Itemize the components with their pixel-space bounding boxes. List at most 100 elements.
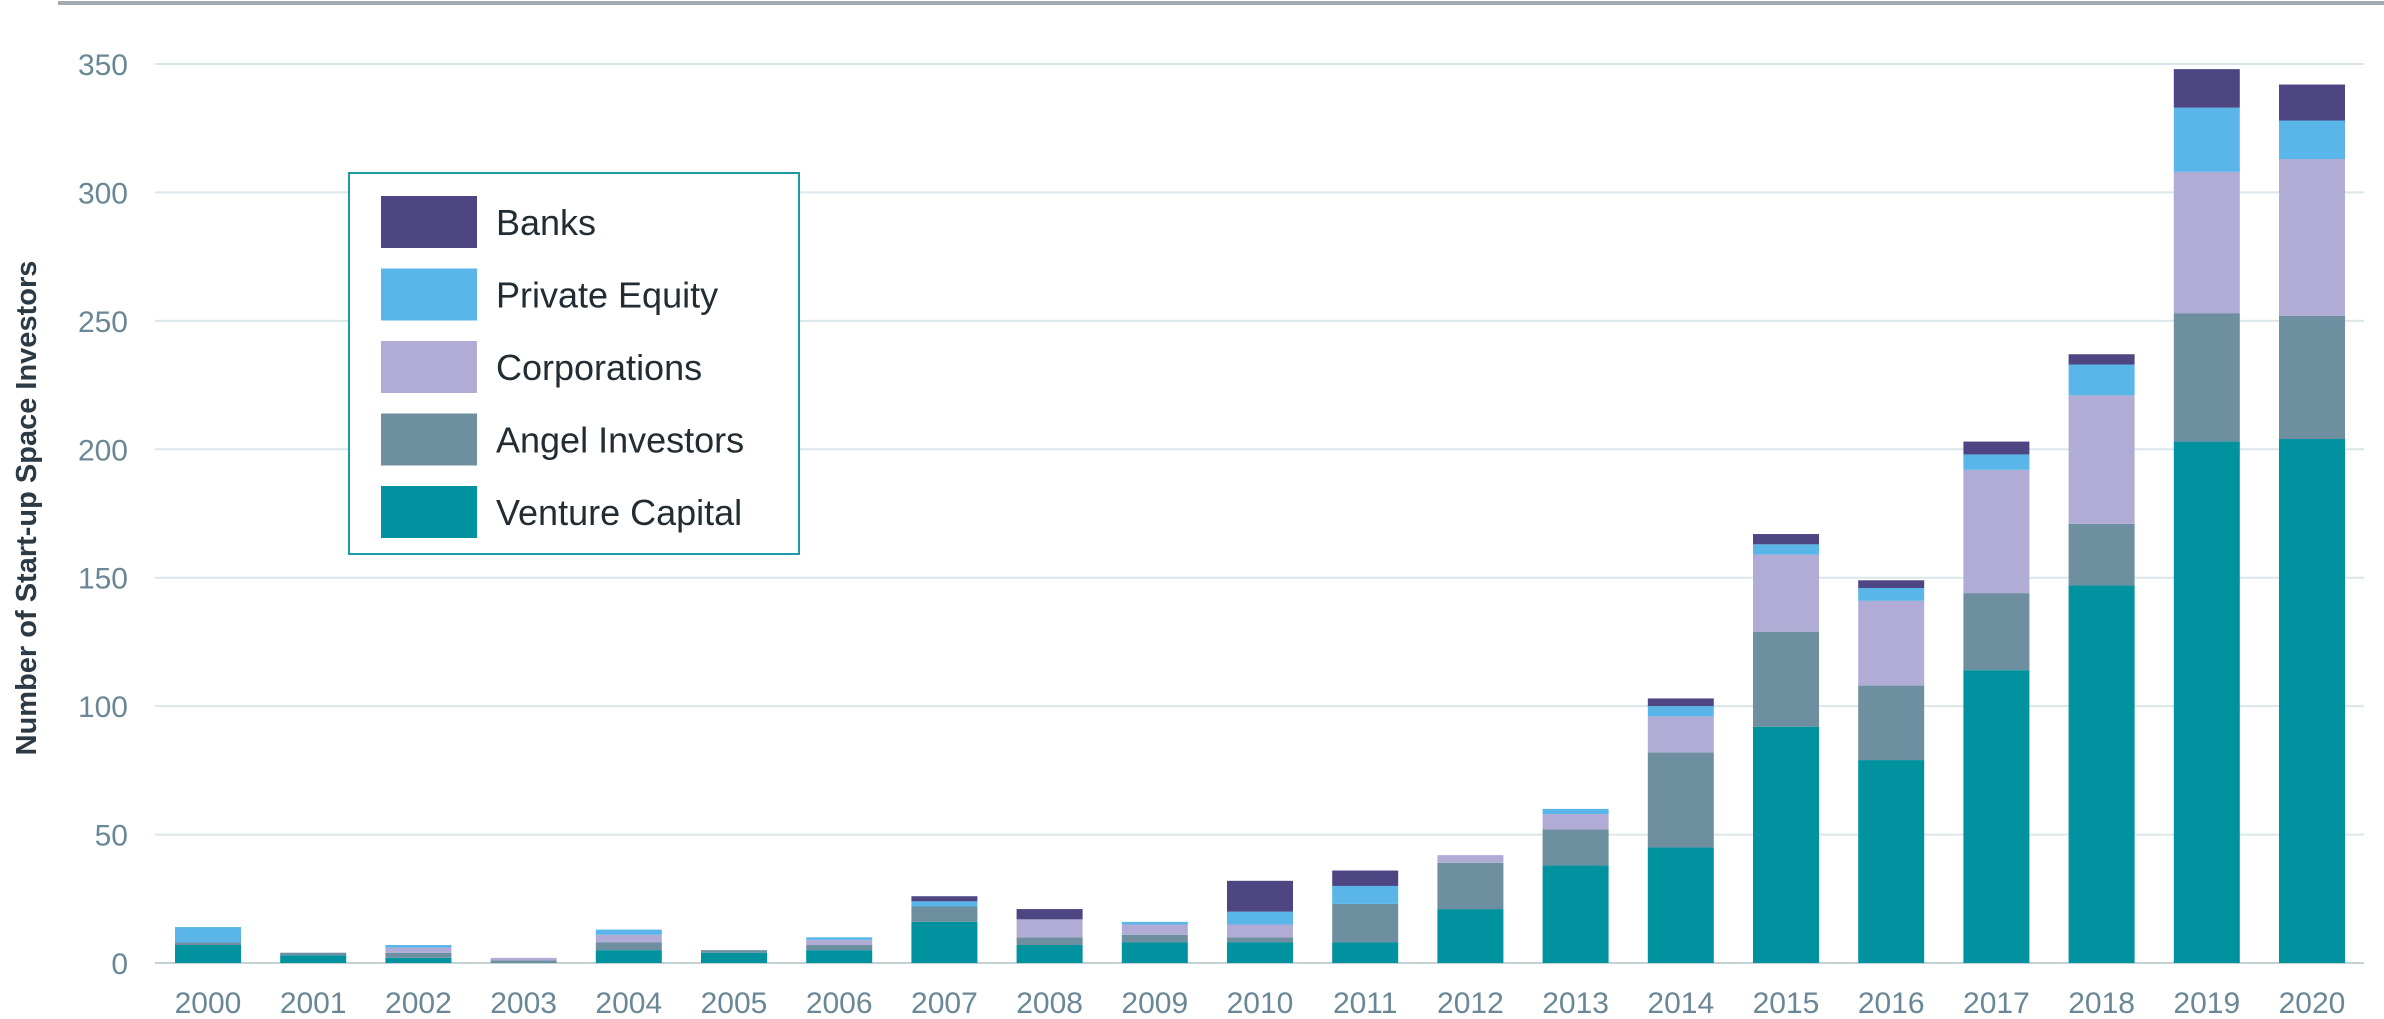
y-tick-label: 350 — [78, 49, 128, 82]
bar-segment — [701, 950, 767, 953]
bar-segment — [1858, 580, 1925, 588]
bar-segment — [911, 906, 978, 922]
bar-segment — [490, 957, 557, 961]
bar-segment — [1963, 469, 2030, 594]
x-tick-label: 2020 — [2279, 987, 2346, 1019]
bar-segment — [1963, 454, 2030, 470]
bar-segment — [2279, 439, 2345, 963]
x-tick-label: 2013 — [1542, 987, 1609, 1019]
y-tick-label: 0 — [111, 948, 128, 981]
bar-segment — [1437, 909, 1504, 963]
bar-segment — [1332, 942, 1399, 963]
bar-segment — [2068, 354, 2135, 365]
bar-segment — [595, 942, 662, 951]
x-tick-label: 2011 — [1333, 987, 1398, 1019]
bar-segment — [1121, 942, 1188, 963]
x-tick-label: 2012 — [1437, 987, 1504, 1019]
bar-segment — [2068, 585, 2135, 963]
bar-segment — [175, 927, 241, 943]
bar-segment — [1121, 924, 1188, 935]
bar-segment — [385, 945, 452, 948]
bar-segment — [1858, 760, 1925, 963]
bar-segment — [1858, 587, 1925, 601]
legend-label: Venture Capital — [496, 492, 742, 533]
bar-segment — [280, 952, 347, 956]
bar-segment — [2279, 120, 2345, 160]
x-tick-label: 2018 — [2068, 987, 2135, 1019]
bar-segment — [1647, 698, 1714, 707]
x-tick-label: 2019 — [2173, 987, 2240, 1019]
bar-segment — [1647, 706, 1714, 717]
bar-segment — [1858, 685, 1925, 761]
bar-segment — [2068, 523, 2135, 586]
bar-segment — [2173, 107, 2240, 172]
x-tick-label: 2001 — [280, 987, 347, 1019]
legend-swatch — [381, 268, 477, 321]
bar-segment — [1963, 441, 2030, 455]
bar-segment — [1016, 909, 1083, 920]
bar-segment — [2173, 171, 2240, 314]
bar-segment — [385, 952, 452, 958]
bar-segment — [490, 960, 557, 963]
y-tick-label: 100 — [78, 691, 128, 724]
bar-segment — [806, 939, 873, 946]
bar-segment — [911, 896, 978, 902]
y-axis-label: Number of Start-up Space Investors — [11, 261, 43, 756]
bar-segment — [1647, 716, 1714, 753]
bar-segment — [2068, 364, 2135, 396]
legend-label: Angel Investors — [496, 420, 744, 461]
bar-segment — [1542, 814, 1609, 830]
bars — [175, 69, 2345, 964]
bar-segment — [1016, 945, 1083, 963]
x-tick-label: 2010 — [1227, 987, 1294, 1019]
x-tick-label: 2017 — [1963, 987, 2030, 1019]
bar-segment — [1542, 829, 1609, 866]
bar-segment — [1121, 934, 1188, 943]
y-tick-label: 50 — [95, 820, 128, 853]
bar-segment — [1121, 921, 1188, 925]
x-tick-label: 2016 — [1858, 987, 1925, 1019]
bar-segment — [806, 937, 873, 940]
bar-segment — [2279, 159, 2345, 316]
bar-segment — [1753, 726, 1819, 963]
bar-segment — [1016, 919, 1083, 938]
y-axis-ticks: 0 50 100 150 200 250 300 350 — [78, 49, 128, 981]
x-tick-label: 2002 — [385, 987, 452, 1019]
bar-segment — [1647, 847, 1714, 963]
bar-segment — [1016, 937, 1083, 946]
legend-label: Corporations — [496, 347, 702, 388]
legend-swatch — [381, 341, 477, 393]
bar-segment — [701, 952, 767, 963]
x-tick-label: 2003 — [490, 987, 557, 1019]
bar-segment — [1332, 885, 1399, 904]
bar-segment — [385, 957, 452, 963]
x-tick-label: 2014 — [1647, 987, 1714, 1019]
bar-segment — [1227, 880, 1293, 912]
x-tick-label: 2005 — [701, 987, 768, 1019]
x-tick-label: 2008 — [1016, 987, 1083, 1019]
bar-segment — [1227, 911, 1293, 925]
bar-segment — [1647, 752, 1714, 848]
y-tick-label: 150 — [78, 563, 128, 596]
bar-segment — [2173, 69, 2240, 108]
bar-segment — [1542, 865, 1609, 963]
bar-segment — [1963, 593, 2030, 671]
x-tick-label: 2004 — [595, 987, 662, 1019]
bar-segment — [595, 929, 662, 935]
bar-segment — [1753, 554, 1819, 632]
bar-segment — [2279, 315, 2345, 440]
y-tick-label: 300 — [78, 177, 128, 210]
x-axis-ticks: 2000 2001 2002 2003 2004 2005 2006 2007 2008 2009… — [175, 987, 2346, 1019]
bar-segment — [1227, 924, 1293, 938]
bar-segment — [911, 921, 978, 963]
bar-segment — [280, 955, 347, 963]
bar-segment — [1753, 534, 1819, 545]
bar-segment — [911, 901, 978, 907]
bar-segment — [2173, 441, 2240, 964]
legend-label: Private Equity — [496, 275, 718, 316]
legend-label: Banks — [496, 202, 596, 243]
x-tick-label: 2015 — [1753, 987, 1820, 1019]
x-tick-label: 2006 — [806, 987, 873, 1019]
bar-segment — [806, 945, 873, 951]
